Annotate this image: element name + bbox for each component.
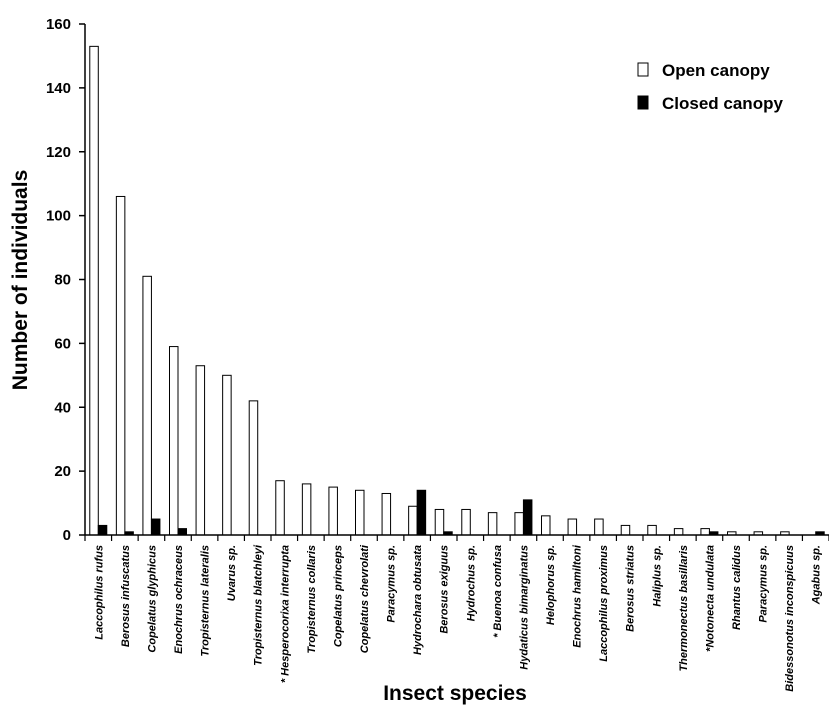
bar-open-canopy <box>461 508 471 536</box>
x-category-label: Hydrochus sp. <box>465 545 477 621</box>
bar-open-canopy <box>115 195 126 536</box>
x-category-label: Rhantus calidus <box>731 545 743 630</box>
x-category-label: Haliplus sp. <box>651 545 663 607</box>
bar-closed-canopy <box>150 518 161 536</box>
bar-closed-canopy <box>416 489 427 536</box>
bar-open-canopy <box>169 346 179 536</box>
bar-closed-canopy <box>522 499 533 536</box>
bar-open-canopy <box>248 400 259 536</box>
legend-label-open-canopy: Open canopy <box>662 61 770 80</box>
y-tick-label: 0 <box>63 527 71 544</box>
x-category-label: Hydaticus bimarginatus <box>518 545 530 670</box>
y-tick-label: 40 <box>54 399 71 416</box>
y-tick-label: 100 <box>46 208 71 225</box>
y-tick-label: 20 <box>54 463 71 480</box>
bars-layer <box>89 45 825 536</box>
x-category-label: *Notonecta undulata <box>704 545 716 652</box>
bar-closed-canopy <box>97 524 108 536</box>
bar-open-canopy <box>275 480 285 536</box>
legend-swatch-closed-canopy <box>637 95 649 110</box>
bar-open-canopy <box>89 45 99 536</box>
bar-open-canopy <box>222 374 232 536</box>
y-tick-label: 80 <box>54 272 71 289</box>
bar-open-canopy <box>142 275 152 536</box>
x-category-label: Paracymus sp. <box>758 545 770 623</box>
legend-swatch-open-canopy <box>637 62 649 77</box>
x-category-label: Enochrus ochraceus <box>173 545 185 654</box>
x-category-label: Tropisternus blatchleyi <box>253 544 265 666</box>
x-category-label: Agabus sp. <box>811 545 823 605</box>
bar-open-canopy <box>567 518 578 536</box>
bar-open-canopy <box>381 492 392 536</box>
x-category-label: Copelatus glyphicus <box>146 545 158 653</box>
x-category-label: Berosus striatus <box>625 545 637 632</box>
legend-label-closed-canopy: Closed canopy <box>662 94 783 113</box>
bar-open-canopy <box>647 524 657 536</box>
bar-open-canopy <box>514 512 524 536</box>
legend: Open canopy Closed canopy <box>637 61 783 113</box>
y-tick-label: 120 <box>46 144 71 161</box>
bar-open-canopy <box>487 512 498 536</box>
x-category-label: Bidessonotus inconspicuus <box>784 545 796 692</box>
bar-closed-canopy <box>177 528 187 536</box>
bar-open-canopy <box>700 528 710 536</box>
y-tick-label: 160 <box>46 16 71 33</box>
x-category-label: Enochrus hamiltoni <box>572 544 584 648</box>
y-axis-title: Number of individuals <box>9 170 32 391</box>
x-category-label: Helophorus sp. <box>545 545 557 625</box>
bar-open-canopy <box>620 524 631 536</box>
x-category-label: Uvarus sp. <box>226 545 238 601</box>
x-category-label: Hydrochara obtusata <box>412 545 424 655</box>
bar-open-canopy <box>541 515 551 536</box>
x-category-label: Thermonectus basillaris <box>678 545 690 672</box>
x-category-label: Laccophilus proximus <box>598 545 610 662</box>
bar-open-canopy <box>301 483 312 536</box>
x-category-label: * Buenoa confusa <box>492 545 504 638</box>
y-tick-label: 140 <box>46 80 71 97</box>
x-category-label: Copelatus chevrolati <box>359 544 371 653</box>
x-category-label: Tropisternus lateralis <box>200 545 212 657</box>
x-category-label: * Hesperocorixa interrupta <box>279 545 291 683</box>
x-category-label: Paracymus sp. <box>386 545 398 623</box>
x-category-label: Copelatus princeps <box>332 545 344 647</box>
x-category-label: Berosus infuscatus <box>120 545 132 647</box>
x-category-label: Tropisternus collaris <box>306 545 318 654</box>
x-category-label: Berosus exiguus <box>439 545 451 634</box>
bar-open-canopy <box>594 518 604 536</box>
x-axis-title: Insect species <box>383 682 527 705</box>
bar-open-canopy <box>408 505 418 536</box>
bar-open-canopy <box>195 365 206 536</box>
bar-open-canopy <box>434 508 445 536</box>
labels-layer: 0 20 40 60 80 100 120 140 160 Laccophilus rufus Be… <box>46 16 823 692</box>
x-category-label: Laccophilus rufus <box>93 545 105 640</box>
bar-open-canopy <box>673 528 684 536</box>
bar-open-canopy <box>328 486 338 536</box>
bar-open-canopy <box>355 489 365 536</box>
y-tick-label: 60 <box>54 335 71 352</box>
axes-layer <box>79 23 829 541</box>
